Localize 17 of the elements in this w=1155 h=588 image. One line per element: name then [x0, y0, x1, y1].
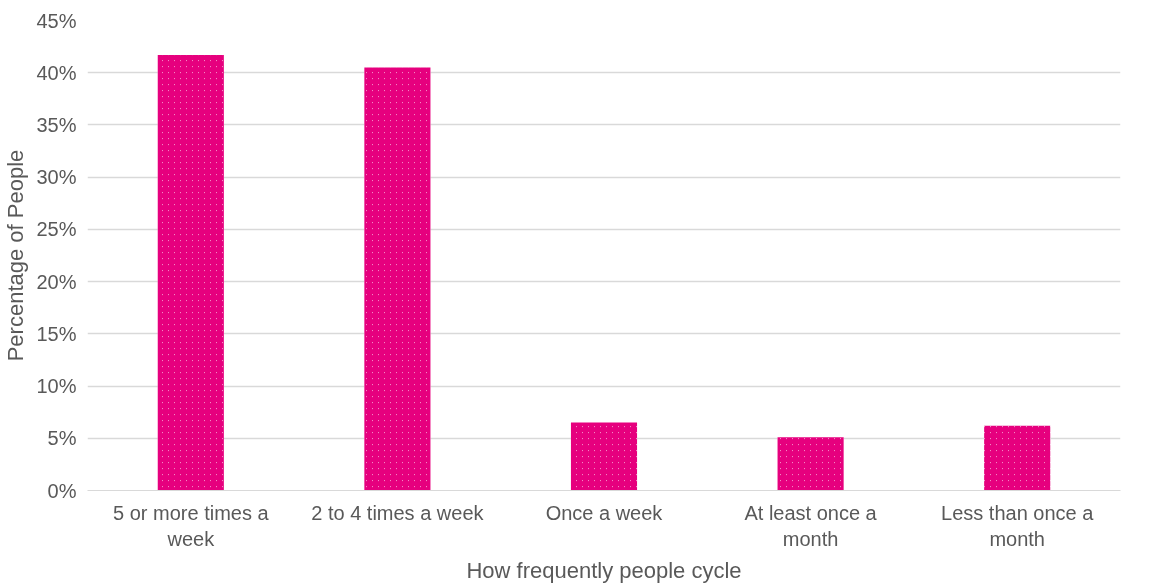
x-tick-label: Once a week	[545, 501, 664, 524]
x-tick-label: 5 or more times a week	[113, 501, 270, 550]
y-tick-label: 25%	[36, 218, 77, 241]
x-tick-label: 2 to 4 times a week	[311, 501, 485, 524]
y-tick-label: 45%	[36, 9, 77, 32]
y-tick-label: 0%	[47, 479, 77, 502]
y-tick-label: 20%	[36, 270, 77, 293]
y-tick-label: 30%	[36, 166, 77, 189]
y-tick-label: 35%	[36, 113, 77, 136]
y-tick-label: 15%	[36, 322, 77, 345]
y-tick-label: 40%	[36, 61, 77, 84]
x-tick-label: Less than once a month	[941, 501, 1095, 550]
y-axis-title: Percentage of People	[3, 149, 29, 362]
x-axis-title: How frequently people cycle	[466, 557, 742, 583]
x-tick-label: At least once a month	[744, 501, 878, 550]
y-tick-label: 10%	[36, 375, 77, 398]
y-tick-label: 5%	[47, 427, 77, 450]
